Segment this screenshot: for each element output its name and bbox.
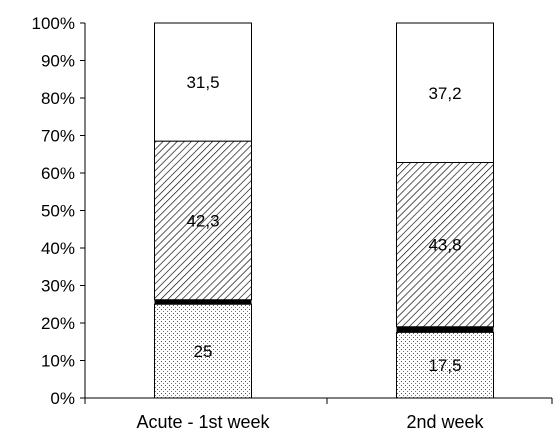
bar-segment [154,303,252,399]
x-axis: Acute - 1st week 2nd week [84,397,553,432]
y-tick-label: 70% [41,127,75,146]
x-category-label: 2nd week [406,412,484,432]
y-tick-label: 60% [41,164,75,183]
x-category-label: Acute - 1st week [136,412,270,432]
bar-segment [396,331,494,399]
y-tick-label: 30% [41,277,75,296]
y-tick-label: 50% [41,202,75,221]
bar-segment [154,22,252,142]
data-labels: 25 42,3 31,5 17,5 43,8 37,2 [186,73,461,375]
data-label: 42,3 [186,211,219,230]
data-label: 25 [194,342,213,361]
y-tick-label: 40% [41,239,75,258]
data-label: 43,8 [428,236,461,255]
bar-segment [396,22,494,163]
bar-segment [154,299,252,305]
bar-segment [396,326,494,333]
y-tick-label: 20% [41,314,75,333]
y-tick-label: 90% [41,52,75,71]
y-axis: 0% 10% 20% 30% 40% 50% 60% 70% 80% 90% 100% [32,14,86,408]
data-label: 17,5 [428,356,461,375]
y-tick-label: 80% [41,89,75,108]
data-label: 37,2 [428,84,461,103]
bars [154,22,494,399]
data-label: 31,5 [186,73,219,92]
y-tick-label: 100% [32,14,75,33]
y-tick-label: 0% [50,389,75,408]
y-tick-label: 10% [41,352,75,371]
